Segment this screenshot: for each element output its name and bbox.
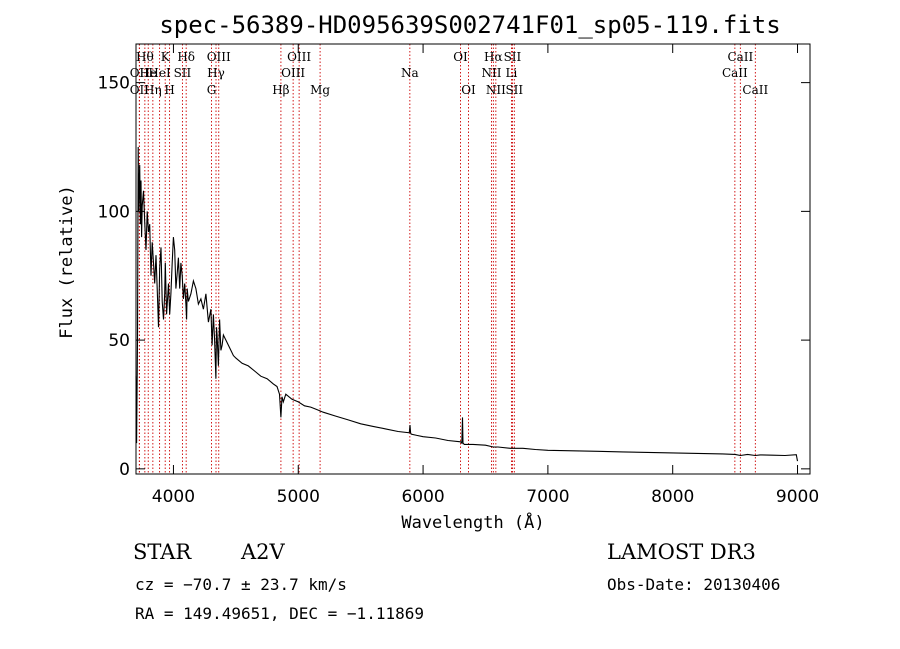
x-axis-label: Wavelength (Å): [401, 511, 544, 533]
line-marker-group: [138, 44, 756, 474]
line-label: OIII: [287, 50, 311, 64]
line-label: SII: [174, 66, 192, 80]
line-label: OIII: [281, 66, 305, 80]
line-label: OII: [130, 83, 150, 97]
axis-ticks: 4000 5000 6000 7000 8000 9000 0 50 100 150: [98, 44, 819, 507]
y-tick-label: 100: [98, 202, 130, 222]
line-label: Li: [506, 66, 518, 80]
line-label: Hα: [484, 50, 503, 64]
line-label: OIII: [207, 50, 231, 64]
line-label: G: [207, 83, 217, 97]
line-label: OI: [453, 50, 468, 64]
line-label: OII: [130, 66, 150, 80]
x-tick-label: 4000: [152, 487, 195, 507]
coordinates: RA = 149.49651, DEC = −1.11869: [135, 604, 424, 623]
survey-name: LAMOST DR3: [607, 540, 756, 564]
x-tick-label: 7000: [526, 487, 569, 507]
x-tick-label: 9000: [776, 487, 819, 507]
line-label: Hθ: [136, 50, 154, 64]
line-label: Hδ: [177, 50, 195, 64]
line-label: SII: [505, 83, 523, 97]
x-tick-label: 5000: [277, 487, 320, 507]
y-tick-label: 0: [119, 460, 130, 480]
line-label: CaII: [742, 83, 768, 97]
flux-series-line: [135, 146, 799, 462]
x-tick-label: 6000: [401, 487, 444, 507]
line-label: SII: [504, 50, 522, 64]
line-label: CaII: [722, 66, 748, 80]
line-label: OI: [461, 83, 476, 97]
line-label: NII: [486, 83, 506, 97]
line-label: Hβ: [272, 83, 289, 97]
line-label: HeI: [148, 66, 171, 80]
object-subclass: A2V: [241, 540, 285, 564]
line-label: Hγ: [207, 66, 225, 80]
chart-title: spec-56389-HD095639S002741F01_sp05-119.f…: [159, 11, 780, 39]
line-label-group: OIIOIIHθHeHηHeIKHSIIHδGHγOIIIHβOIIIOIIIM…: [130, 50, 769, 97]
y-axis-label: Flux (relative): [57, 185, 77, 339]
redshift-text: cz = −70.7 ± 23.7 km/s: [135, 575, 347, 594]
line-label: NII: [481, 66, 501, 80]
y-tick-label: 150: [98, 74, 130, 94]
x-tick-label: 8000: [651, 487, 694, 507]
line-label: H: [164, 83, 174, 97]
line-label: He: [139, 66, 157, 80]
plot-frame: [135, 43, 811, 475]
y-tick-label: 50: [108, 331, 130, 351]
obs-date: Obs-Date: 20130406: [607, 575, 781, 594]
line-label: CaII: [727, 50, 753, 64]
line-label: K: [161, 50, 171, 64]
line-label: Na: [401, 66, 419, 80]
line-label: Hη: [144, 83, 162, 97]
line-label: Mg: [310, 83, 330, 97]
object-class: STAR: [133, 540, 192, 564]
